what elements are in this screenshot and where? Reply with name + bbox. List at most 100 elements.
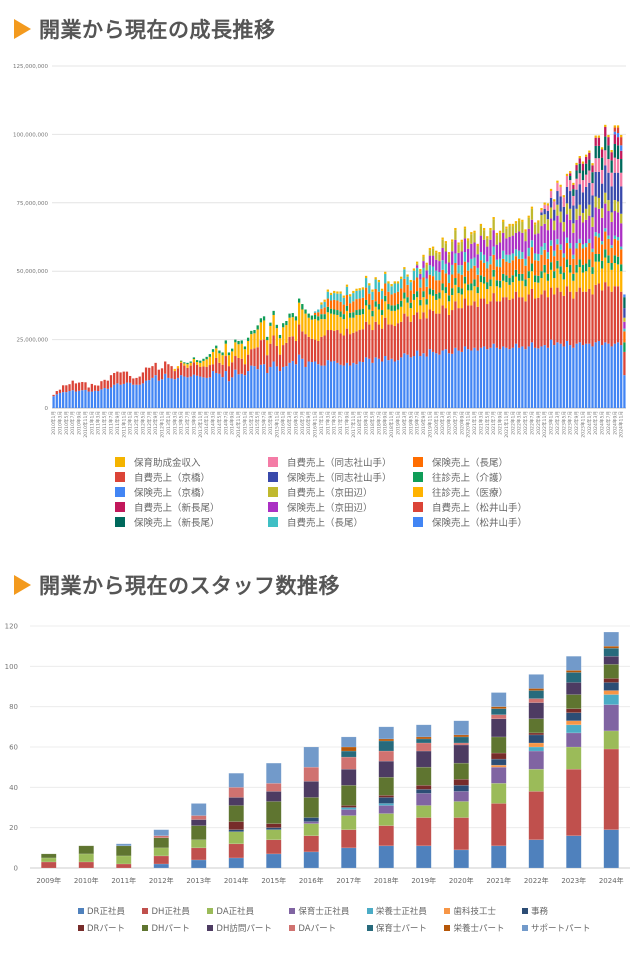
bar-segment <box>463 298 467 347</box>
bar-segment <box>154 362 157 376</box>
revenue-chart: 025,000,00050,000,00075,000,000100,000,0… <box>13 64 626 438</box>
bar-segment <box>58 389 62 393</box>
bar-segment <box>607 200 610 212</box>
bar-segment <box>227 366 231 382</box>
x-tick-label: 2015年3月 <box>248 411 255 435</box>
legend-item: 保険売上（京田辺） <box>268 499 413 514</box>
bar-segment <box>453 734 469 738</box>
bar-segment <box>364 299 368 306</box>
bar-segment <box>444 273 447 288</box>
bar-segment <box>419 319 422 357</box>
bar-segment <box>492 293 495 344</box>
bar-segment <box>511 275 514 283</box>
bar-segment <box>495 301 498 348</box>
bar-segment <box>575 219 578 244</box>
bar-segment <box>498 232 502 243</box>
bar-segment <box>227 381 231 408</box>
bar-segment <box>285 320 288 326</box>
bar-segment <box>396 283 400 292</box>
legend-item: 保育助成金収入 <box>115 454 268 469</box>
bar-segment <box>553 199 556 202</box>
legend-swatch-icon <box>413 486 423 497</box>
bar-segment <box>368 304 371 310</box>
bar-segment <box>364 278 368 288</box>
bar-segment <box>482 230 486 240</box>
bar-segment <box>387 291 390 305</box>
bar-segment <box>320 336 323 366</box>
bar-segment <box>495 259 498 267</box>
bar-segment <box>473 230 476 233</box>
bar-segment <box>323 319 326 336</box>
x-tick-label: 2010年 <box>74 876 99 885</box>
bar-segment <box>572 280 575 299</box>
bar-segment <box>400 306 403 322</box>
legend-item: 栄養士正社員 <box>366 905 435 917</box>
bar-segment <box>396 281 400 284</box>
bar-segment <box>358 290 361 299</box>
legend-item: 自費売上（京橋） <box>115 469 268 484</box>
bar-segment <box>317 320 320 341</box>
bar-segment <box>476 306 479 351</box>
bar-segment <box>416 805 432 818</box>
bar-segment <box>228 829 244 832</box>
bar-segment <box>556 215 559 239</box>
bar-segment <box>167 377 170 408</box>
bar-segment <box>303 817 319 822</box>
bar-segment <box>581 212 585 223</box>
legend-label: 保険売上（新長尾） <box>134 517 220 529</box>
bar-segment <box>416 789 432 794</box>
bar-segment <box>243 364 247 376</box>
bar-segment <box>144 380 148 408</box>
bar-segment <box>482 298 486 347</box>
bar-segment <box>584 247 588 264</box>
x-tick-label: 2021年9月 <box>497 411 504 435</box>
bar-segment <box>406 284 409 298</box>
bar-segment <box>546 347 550 408</box>
bar-segment <box>275 324 278 329</box>
bar-segment <box>412 356 416 408</box>
bar-segment <box>191 847 207 861</box>
bar-segment <box>317 312 320 317</box>
bar-segment <box>87 387 90 392</box>
x-tick-label: 2024年7月 <box>605 411 612 435</box>
x-tick-label: 2013年1月 <box>165 411 172 435</box>
x-tick-label: 2017年3月 <box>324 411 331 435</box>
bar-segment <box>492 217 495 220</box>
bar-segment <box>358 288 361 291</box>
bar-segment <box>237 344 240 358</box>
bar-segment <box>416 736 432 740</box>
bar-segment <box>422 277 425 292</box>
bar-segment <box>345 328 349 363</box>
x-tick-label: 2014年3月 <box>210 411 217 435</box>
bar-segment <box>482 276 486 284</box>
bar-segment <box>422 353 425 408</box>
bar-segment <box>546 230 550 253</box>
bar-segment <box>572 185 575 190</box>
bar-segment <box>482 227 486 231</box>
bar-segment <box>463 228 467 239</box>
bar-segment <box>208 354 211 357</box>
bar-segment <box>553 220 556 231</box>
legend-item: 保険売上（京橋） <box>115 484 268 499</box>
bar-segment <box>438 261 441 273</box>
legend-swatch-icon <box>115 501 125 512</box>
bar-segment <box>543 345 546 408</box>
bar-segment <box>491 764 507 768</box>
bar-segment <box>616 133 620 138</box>
legend-label: DH正社員 <box>151 907 190 917</box>
bar-segment <box>610 291 613 347</box>
bar-segment <box>71 390 74 408</box>
bar-segment <box>52 396 55 408</box>
bar-segment <box>74 391 78 408</box>
bar-segment <box>313 314 317 320</box>
bar-segment <box>387 283 390 292</box>
bar-segment <box>205 359 208 367</box>
bar-segment <box>540 271 543 279</box>
bar-segment <box>259 364 263 408</box>
bar-segment <box>594 196 597 208</box>
bar-segment <box>482 346 486 408</box>
bar-segment <box>259 322 263 341</box>
bar-segment <box>384 283 387 296</box>
bar-segment <box>562 279 565 296</box>
bar-segment <box>495 286 498 302</box>
